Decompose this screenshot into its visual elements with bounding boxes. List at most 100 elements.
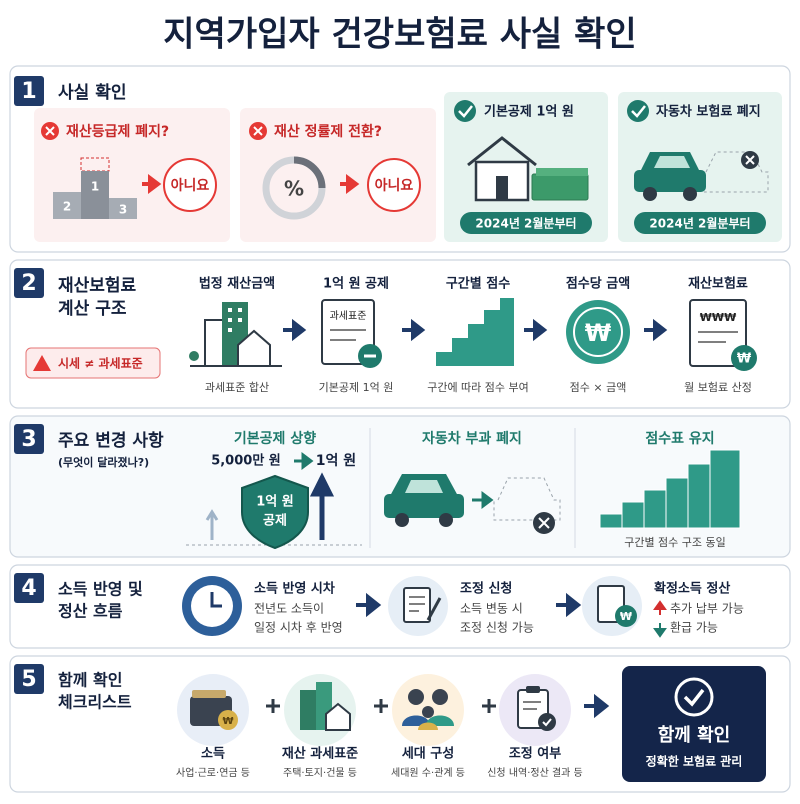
flow-title: 확정소득 정산	[654, 581, 730, 597]
check-caption: 사업·근로·연금 등	[176, 766, 250, 779]
shield-text: 1억 원	[256, 495, 294, 510]
section-5-part	[482, 699, 496, 713]
podium-label: 1	[91, 180, 99, 194]
section-2-part	[283, 318, 307, 342]
bar-steps-icon-part	[599, 513, 623, 529]
deduction-from: 5,000만 원	[211, 453, 281, 469]
step-caption: 기본공제 1억 원	[319, 381, 394, 394]
clock-icon-part	[210, 592, 222, 608]
step-title: 재산보험료	[688, 276, 748, 292]
building-icon-part	[325, 702, 351, 731]
family-icon-part	[408, 689, 424, 705]
form-icon-part	[409, 596, 425, 612]
section-4-part	[653, 600, 667, 615]
myth-card: 재산등급제 폐지? 1 2 3 아니요	[34, 108, 230, 242]
fact-label: 기본공제 1억 원	[484, 105, 574, 120]
podium-label: 2	[63, 200, 71, 214]
change-title: 기본공제 상향	[234, 430, 316, 447]
form-icon-part	[403, 587, 431, 623]
myth-label: 재산 정률제 전환?	[274, 123, 382, 140]
section-number: 5	[21, 667, 36, 692]
bill-icon-part	[689, 299, 747, 367]
percent-symbol: %	[284, 177, 304, 201]
step-caption: 구간에 따라 점수 부여	[427, 381, 529, 394]
section-2-part	[14, 268, 44, 298]
step-caption: 과세표준 합산	[205, 381, 269, 394]
fact-card-part	[536, 168, 588, 176]
shield-text: 공제	[263, 514, 287, 529]
fact-card-part	[631, 105, 646, 118]
bar-steps-icon-part	[665, 477, 689, 529]
myth-card-part	[142, 174, 162, 194]
section-5-part	[584, 693, 610, 719]
myth-answer: 아니요	[375, 177, 414, 194]
check-title: 소득	[201, 747, 225, 762]
clipboard-icon-part	[523, 701, 541, 710]
section-5: 5 함께 확인 체크리스트 ₩	[9, 655, 791, 793]
fact-card-part	[683, 187, 697, 201]
fact-card-part	[634, 212, 766, 234]
family-icon-part	[402, 715, 430, 726]
building-icon	[189, 302, 282, 367]
fact-label: 자동차 보험료 폐지	[656, 104, 761, 120]
coin-icon-part	[573, 307, 623, 357]
step-caption: 점수 × 금액	[570, 381, 627, 394]
car-icon-part	[384, 494, 464, 518]
myth-answer: 아니요	[171, 177, 210, 194]
section-2-part	[33, 355, 51, 371]
myth-label: 재산등급제 폐지?	[66, 123, 169, 140]
section-title: 계산 구조	[58, 299, 127, 319]
car-icon	[384, 474, 561, 534]
section-title: 사실 확인	[58, 83, 126, 103]
step-title: 1억 원 공제	[323, 277, 389, 292]
flow-title: 조정 신청	[460, 581, 512, 597]
myth-card-part	[293, 156, 326, 189]
clipboard-icon	[499, 674, 571, 746]
myth-card-part	[53, 192, 81, 219]
myth-card-part	[367, 158, 421, 212]
section-5-part	[14, 664, 44, 694]
deduction-to: 1억 원	[316, 453, 356, 469]
family-icon	[392, 674, 464, 746]
flow-text: 환급 가능	[670, 621, 718, 635]
myth-card-part	[81, 171, 109, 219]
section-1-part	[14, 76, 44, 106]
section-1: 1 사실 확인 재산등급제 폐지? 1 2 3 아니요 재산 정률제 전환?	[9, 65, 791, 253]
clipboard-icon-part	[526, 686, 540, 693]
doc-label: 과세표준	[330, 310, 367, 322]
doc-label: ₩₩₩	[700, 311, 736, 324]
document-icon-part	[330, 329, 366, 341]
section-title: 소득 반영 및	[58, 580, 143, 599]
section-3-part	[294, 452, 314, 470]
section-title: 주요 변경 사항	[58, 430, 164, 451]
document-icon-part	[321, 299, 375, 365]
section-2-part	[9, 259, 791, 409]
car-icon-part	[395, 513, 409, 527]
section-subtitle: (무엇이 달라졌나?)	[58, 455, 149, 469]
car-icon-part	[405, 480, 443, 493]
step-caption: 월 보험료 산정	[684, 381, 752, 394]
fact-card: 기본공제 1억 원 2024년 2월분부터	[444, 92, 608, 242]
final-card-part	[622, 666, 766, 782]
section-4-part	[14, 573, 44, 603]
change-title: 자동차 부과 폐지	[422, 431, 522, 447]
bar-steps-icon	[599, 449, 741, 529]
section-number: 2	[21, 271, 36, 296]
stairs-icon	[436, 298, 514, 366]
step-title: 법정 재산금액	[199, 276, 275, 292]
check-title: 조정 여부	[509, 746, 561, 762]
final-card-part	[683, 688, 705, 707]
car-icon-part	[439, 513, 453, 527]
fact-card-part	[618, 92, 782, 242]
section-title: 함께 확인	[58, 671, 122, 690]
currency-symbol: ₩	[222, 716, 233, 727]
wallet-icon-part	[218, 710, 238, 730]
bill-icon-part	[698, 331, 738, 343]
settlement-icon: ₩	[582, 576, 642, 636]
section-4: 4 소득 반영 및 정산 흐름 소득 반영 시차 전년도 소득이 일정 시차 후…	[9, 564, 791, 649]
warning-text: 시세 ≠ 과세표준	[58, 356, 143, 371]
section-3-part	[14, 424, 44, 454]
family-icon-part	[432, 689, 448, 705]
section-4-part	[653, 623, 667, 638]
final-card: 함께 확인 정확한 보험료 관리	[622, 666, 766, 782]
